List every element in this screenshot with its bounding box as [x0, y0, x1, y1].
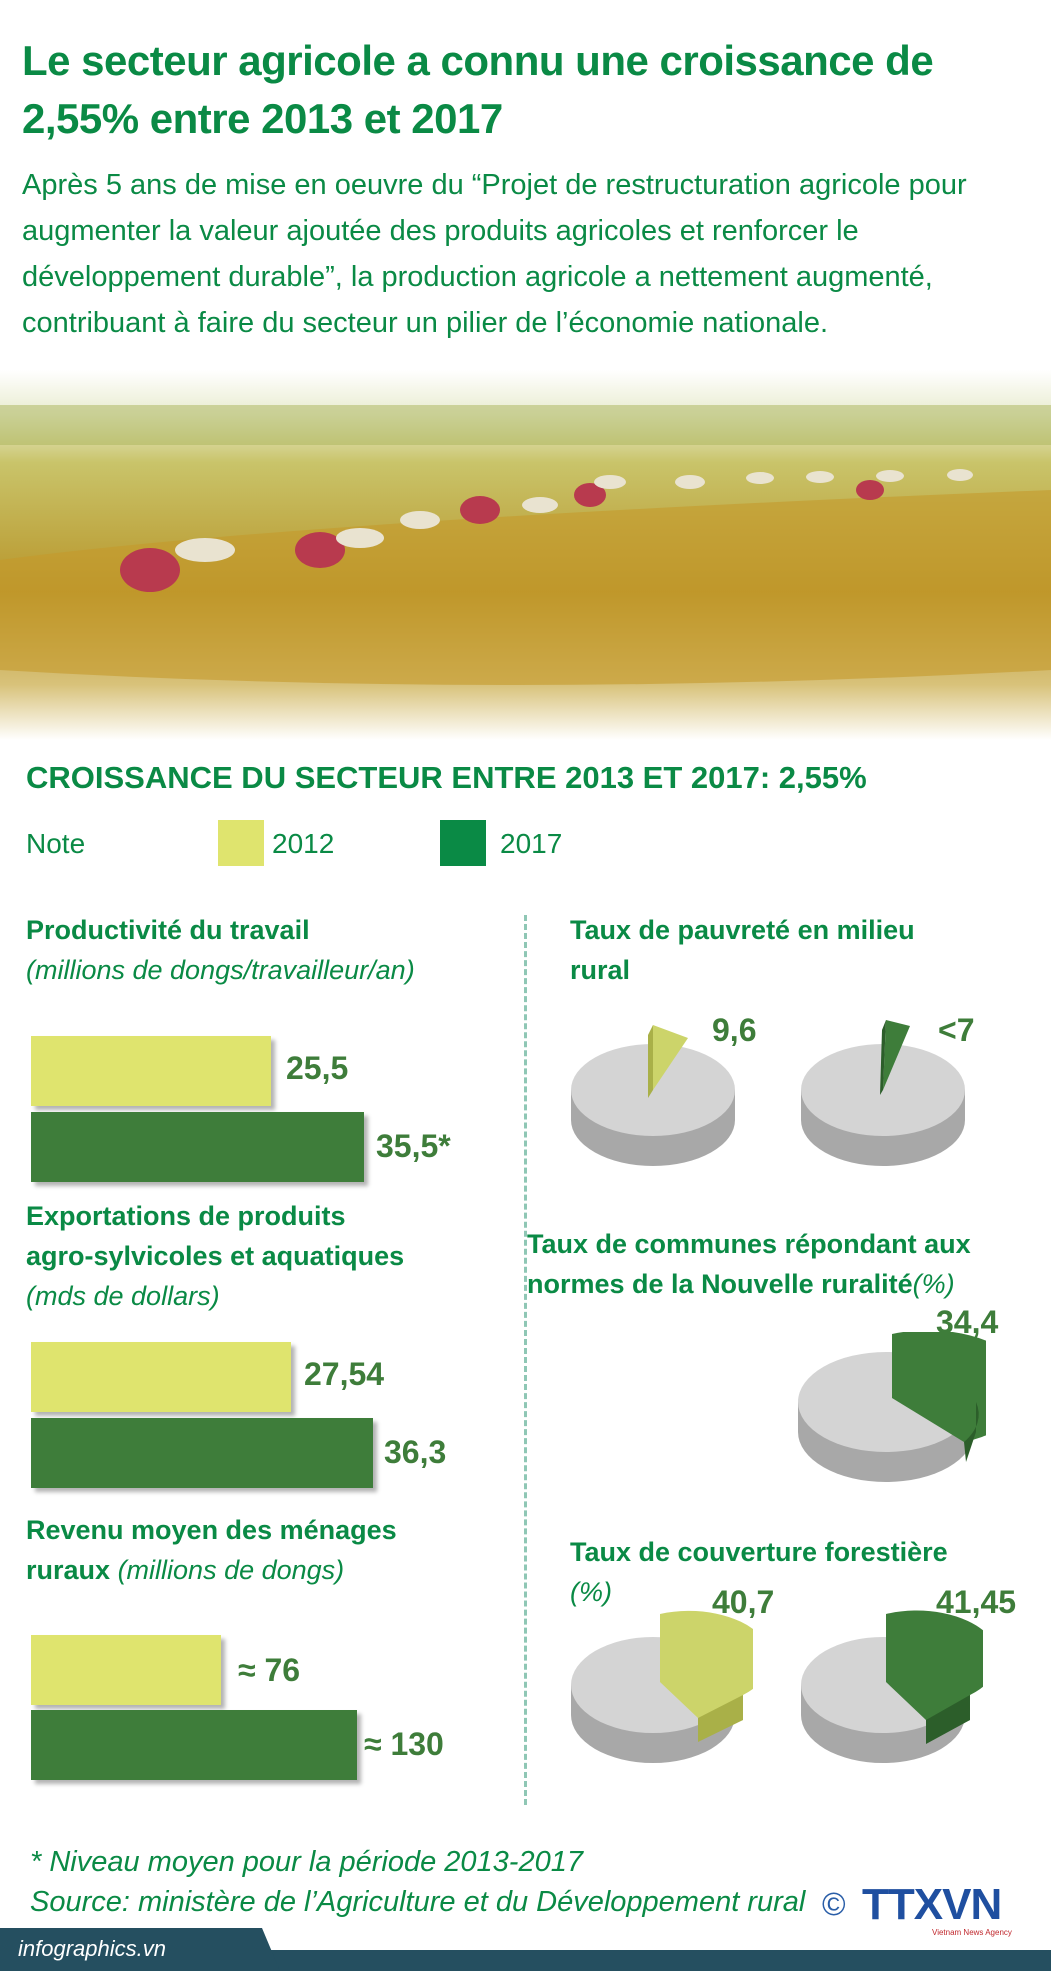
communes-title-line2: normes de la Nouvelle ruralité	[527, 1269, 913, 1299]
copyright-icon: ©	[822, 1886, 846, 1922]
legend-label-2012: 2012	[272, 828, 335, 859]
productivity-bar-2017	[31, 1112, 364, 1182]
income-unit: (millions de dongs)	[117, 1555, 345, 1585]
legend-note-label: Note	[26, 828, 86, 859]
forest-unit: (%)	[570, 1577, 612, 1607]
exports-bar-2012	[31, 1342, 291, 1412]
productivity-bar-2012	[31, 1036, 271, 1106]
income-value-2017: ≈ 130	[364, 1726, 444, 1762]
poverty-title-line1: Taux de pauvreté en milieu	[570, 915, 915, 945]
section-title: CROISSANCE DU SECTEUR ENTRE 2013 ET 2017…	[26, 760, 867, 795]
income-value-2012: ≈ 76	[238, 1652, 301, 1688]
legend-label-2017: 2017	[500, 828, 563, 859]
legend-swatch-2012	[218, 820, 264, 866]
column-divider	[524, 915, 527, 1805]
income-bar-2017	[31, 1710, 357, 1780]
forest-title-text: Taux de couverture forestière	[570, 1537, 948, 1567]
poverty-pie-2017	[801, 1020, 965, 1166]
rice-field-photo	[0, 370, 1051, 740]
communes-title-line1: Taux de communes répondant aux	[527, 1229, 971, 1259]
site-link[interactable]: infographics.vn	[18, 1936, 166, 1961]
forest-pie-2017	[801, 1610, 983, 1763]
exports-title-line2: agro-sylvicoles et aquatiques	[26, 1241, 405, 1271]
legend: Note 2012 2017	[26, 820, 726, 870]
legend-swatch-2017	[440, 820, 486, 866]
poverty-title-line2: rural	[570, 955, 631, 985]
logo-subtitle: Vietnam News Agency	[932, 1928, 1012, 1937]
source-text: Source: ministère de l’Agriculture et du…	[30, 1886, 806, 1918]
footer-tab	[0, 1928, 280, 1971]
page-title: Le secteur agricole a connu une croissan…	[22, 37, 934, 142]
exports-unit: (mds de dollars)	[26, 1281, 220, 1311]
poverty-value-2017: <7	[938, 1012, 975, 1048]
exports-title: Exportations de produits agro-sylvicoles…	[26, 1196, 404, 1316]
productivity-unit: (millions de dongs/travailleur/an)	[26, 955, 415, 985]
productivity-value-2012: 25,5	[286, 1050, 349, 1086]
exports-value-2017: 36,3	[384, 1434, 447, 1470]
communes-unit: (%)	[912, 1269, 955, 1299]
productivity-title-text: Productivité du travail	[26, 915, 310, 945]
communes-title: Taux de communes répondant aux normes de…	[527, 1224, 971, 1304]
forest-value-2017: 41,45	[936, 1584, 1017, 1620]
income-title-line2: ruraux	[26, 1555, 111, 1585]
poverty-pie-2012	[571, 1025, 735, 1166]
communes-pie-2017	[798, 1332, 986, 1482]
logo-text: TTXVN	[862, 1880, 1002, 1929]
income-title: Revenu moyen des ménages ruraux (million…	[26, 1510, 397, 1590]
exports-title-line1: Exportations de produits	[26, 1201, 346, 1231]
exports-bar-2017	[31, 1418, 373, 1488]
forest-title: Taux de couverture forestière (%)	[570, 1532, 948, 1612]
forest-pie-2012	[571, 1610, 753, 1763]
productivity-value-2017: 35,5*	[376, 1128, 451, 1164]
exports-value-2012: 27,54	[304, 1356, 385, 1392]
footnote: * Niveau moyen pour la période 2013-2017	[30, 1846, 583, 1878]
poverty-title: Taux de pauvreté en milieu rural	[570, 910, 915, 990]
poverty-value-2012: 9,6	[712, 1012, 757, 1048]
intro-text: Après 5 ans de mise en oeuvre du “Projet…	[22, 169, 967, 339]
productivity-title: Productivité du travail (millions de don…	[26, 910, 415, 990]
income-bar-2012	[31, 1635, 221, 1705]
income-title-line1: Revenu moyen des ménages	[26, 1515, 397, 1545]
forest-value-2012: 40,7	[712, 1584, 775, 1620]
